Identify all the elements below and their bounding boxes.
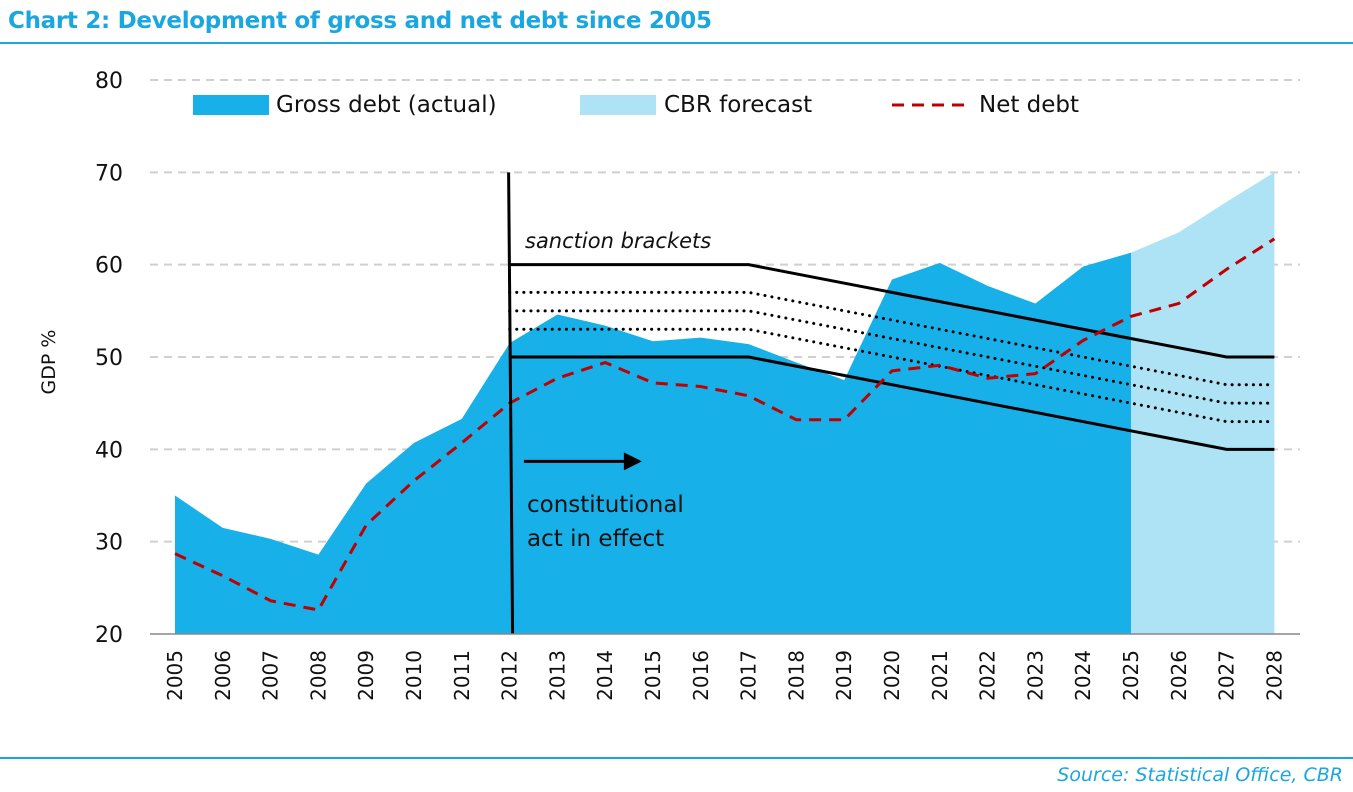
constitutional-act-line [507,172,515,635]
sanction-brackets-label: sanction brackets [525,229,711,253]
net-debt-line [174,237,1276,612]
x-tick-label: 2026 [1167,650,1191,701]
y-tick-label: 20 [95,623,123,648]
x-tick-label: 2018 [784,650,808,701]
arrow-head [623,452,642,471]
chart-title: Chart 2: Development of gross and net de… [8,8,712,34]
x-tick-label: 2006 [211,650,235,701]
legend-label-net: Net debt [979,92,1079,118]
y-tick-label: 50 [95,346,123,371]
sanction-brackets [508,263,1276,451]
legend-swatch-forecast [580,95,656,115]
constitutional-act-vertical-line [507,172,515,635]
x-tick-label: 2012 [498,650,522,701]
legend-swatch-gross [193,95,269,115]
legend-label-forecast: CBR forecast [664,92,812,118]
x-tick-label: 2015 [641,650,665,701]
x-tick-label: 2014 [593,650,617,701]
arrow-label-line1: constitutional [527,492,684,518]
x-tick-label: 2013 [545,650,569,701]
title-rule [0,42,1353,44]
area-series [175,172,1275,635]
x-tick-label: 2028 [1262,650,1286,701]
y-tick-label: 40 [95,438,123,463]
y-axis-label: GDP % [38,330,60,395]
x-tick-label: 2027 [1215,650,1239,701]
footer-rule [0,757,1353,759]
axes: 20 30 40 50 60 70 80 2005 2006 2007 2008 2009 2010 20… [38,69,1300,701]
x-tick-label: 2024 [1071,650,1095,701]
net-debt-series [174,237,1276,612]
x-tick-label: 2008 [306,650,330,701]
bracket-lower-line [509,355,1275,451]
y-tick-label: 80 [95,69,123,94]
forecast-area [1131,172,1275,635]
x-tick-label: 2005 [163,650,187,701]
bracket-dotted-line-2 [508,309,1276,405]
legend: Gross debt (actual) CBR forecast Net debt [193,92,1079,118]
y-tick-label: 30 [95,531,123,556]
x-tick-label: 2011 [450,650,474,701]
y-tick-label: 70 [95,161,123,186]
x-tick-label: 2007 [259,650,283,701]
x-tick-label: 2010 [402,650,426,701]
x-tick-label: 2021 [928,650,952,701]
source-note: Source: Statistical Office, CBR [1057,764,1343,786]
x-tick-label: 2019 [832,650,856,701]
x-tick-label: 2017 [737,650,761,701]
x-tick-label: 2022 [976,650,1000,701]
gross-debt-area [175,252,1131,634]
legend-label-gross: Gross debt (actual) [276,92,497,118]
arrow-label-line2: act in effect [527,526,664,552]
x-tick-label: 2020 [880,650,904,701]
x-tick-label: 2023 [1023,650,1047,701]
bracket-dotted-line-3 [508,327,1276,424]
bracket-dotted-line-1 [508,290,1276,387]
x-tick-label: 2009 [354,650,378,701]
y-tick-label: 60 [95,254,123,279]
x-tick-label: 2025 [1119,650,1143,701]
annotations: sanction brackets constitutional act in ef… [523,229,711,552]
bracket-upper-line [509,263,1275,359]
x-tick-label: 2016 [689,650,713,701]
